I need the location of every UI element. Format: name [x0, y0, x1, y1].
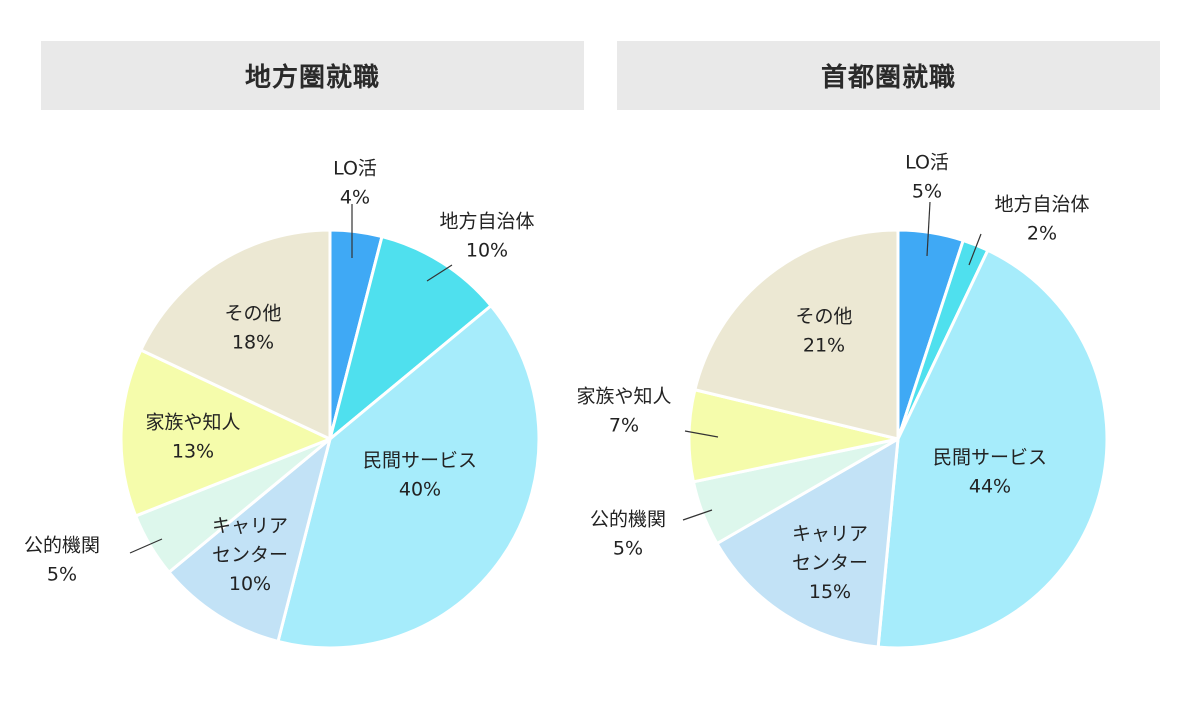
leader-line-right-local-government [968, 233, 982, 266]
slice-label-left-lo-katsu: LO活 [333, 158, 377, 180]
slice-label-left-private-services: 民間サービス [363, 450, 477, 472]
slice-value-left-local-government: 10% [466, 240, 508, 262]
leader-line-left-public-institutions [129, 538, 163, 554]
slice-label-left-career-center: センター [212, 544, 288, 566]
leader-line-right-lo-katsu [926, 201, 931, 257]
slice-label-left-public-institutions: 公的機関 [24, 535, 100, 557]
slice-label-right-public-institutions: 公的機関 [590, 509, 666, 531]
slice-value-right-private-services: 44% [969, 476, 1011, 498]
slice-value-left-family-friends: 13% [172, 441, 214, 463]
slice-value-left-public-institutions: 5% [47, 564, 77, 586]
slice-label-right-career-center: センター [792, 552, 868, 574]
slice-label-left-career-center: キャリア [212, 515, 288, 537]
pie-slice-right-career-center [715, 437, 900, 649]
leader-line-right-public-institutions [682, 509, 713, 521]
slice-label-right-local-government: 地方自治体 [994, 194, 1089, 216]
slice-label-right-career-center: キャリア [792, 523, 868, 545]
slice-value-left-other: 18% [232, 332, 274, 354]
pie-slice-left-private-services [276, 304, 541, 650]
pie-slice-right-other [693, 228, 900, 441]
slice-label-right-lo-katsu: LO活 [905, 152, 949, 174]
pie-slice-right-private-services [876, 248, 1109, 650]
slice-value-left-private-services: 40% [399, 479, 441, 501]
slice-label-left-other: その他 [224, 303, 281, 325]
slice-value-left-career-center: 10% [229, 573, 271, 595]
slice-value-right-family-friends: 7% [609, 415, 639, 437]
pie-slice-left-local-government [328, 235, 493, 441]
slice-label-left-family-friends: 家族や知人 [145, 412, 240, 434]
slice-label-right-family-friends: 家族や知人 [576, 386, 671, 408]
slice-value-left-lo-katsu: 4% [340, 187, 370, 209]
slice-label-left-local-government: 地方自治体 [439, 211, 534, 233]
chart-title-right: 首都圏就職 [617, 41, 1160, 110]
slice-label-right-private-services: 民間サービス [933, 447, 1047, 469]
slice-value-right-other: 21% [803, 335, 845, 357]
leader-line-left-local-government [426, 264, 453, 282]
pie-slice-left-family-friends [119, 348, 332, 518]
leader-line-right-family-friends [684, 430, 719, 438]
slice-value-right-local-government: 2% [1027, 223, 1057, 245]
slice-value-right-public-institutions: 5% [613, 538, 643, 560]
slice-label-right-other: その他 [795, 306, 852, 328]
slice-value-right-lo-katsu: 5% [912, 181, 942, 203]
chart-title-left: 地方圏就職 [41, 41, 584, 110]
pie-slice-left-other [139, 228, 332, 441]
slice-value-right-career-center: 15% [809, 581, 851, 603]
pie-slice-left-career-center [167, 437, 332, 643]
